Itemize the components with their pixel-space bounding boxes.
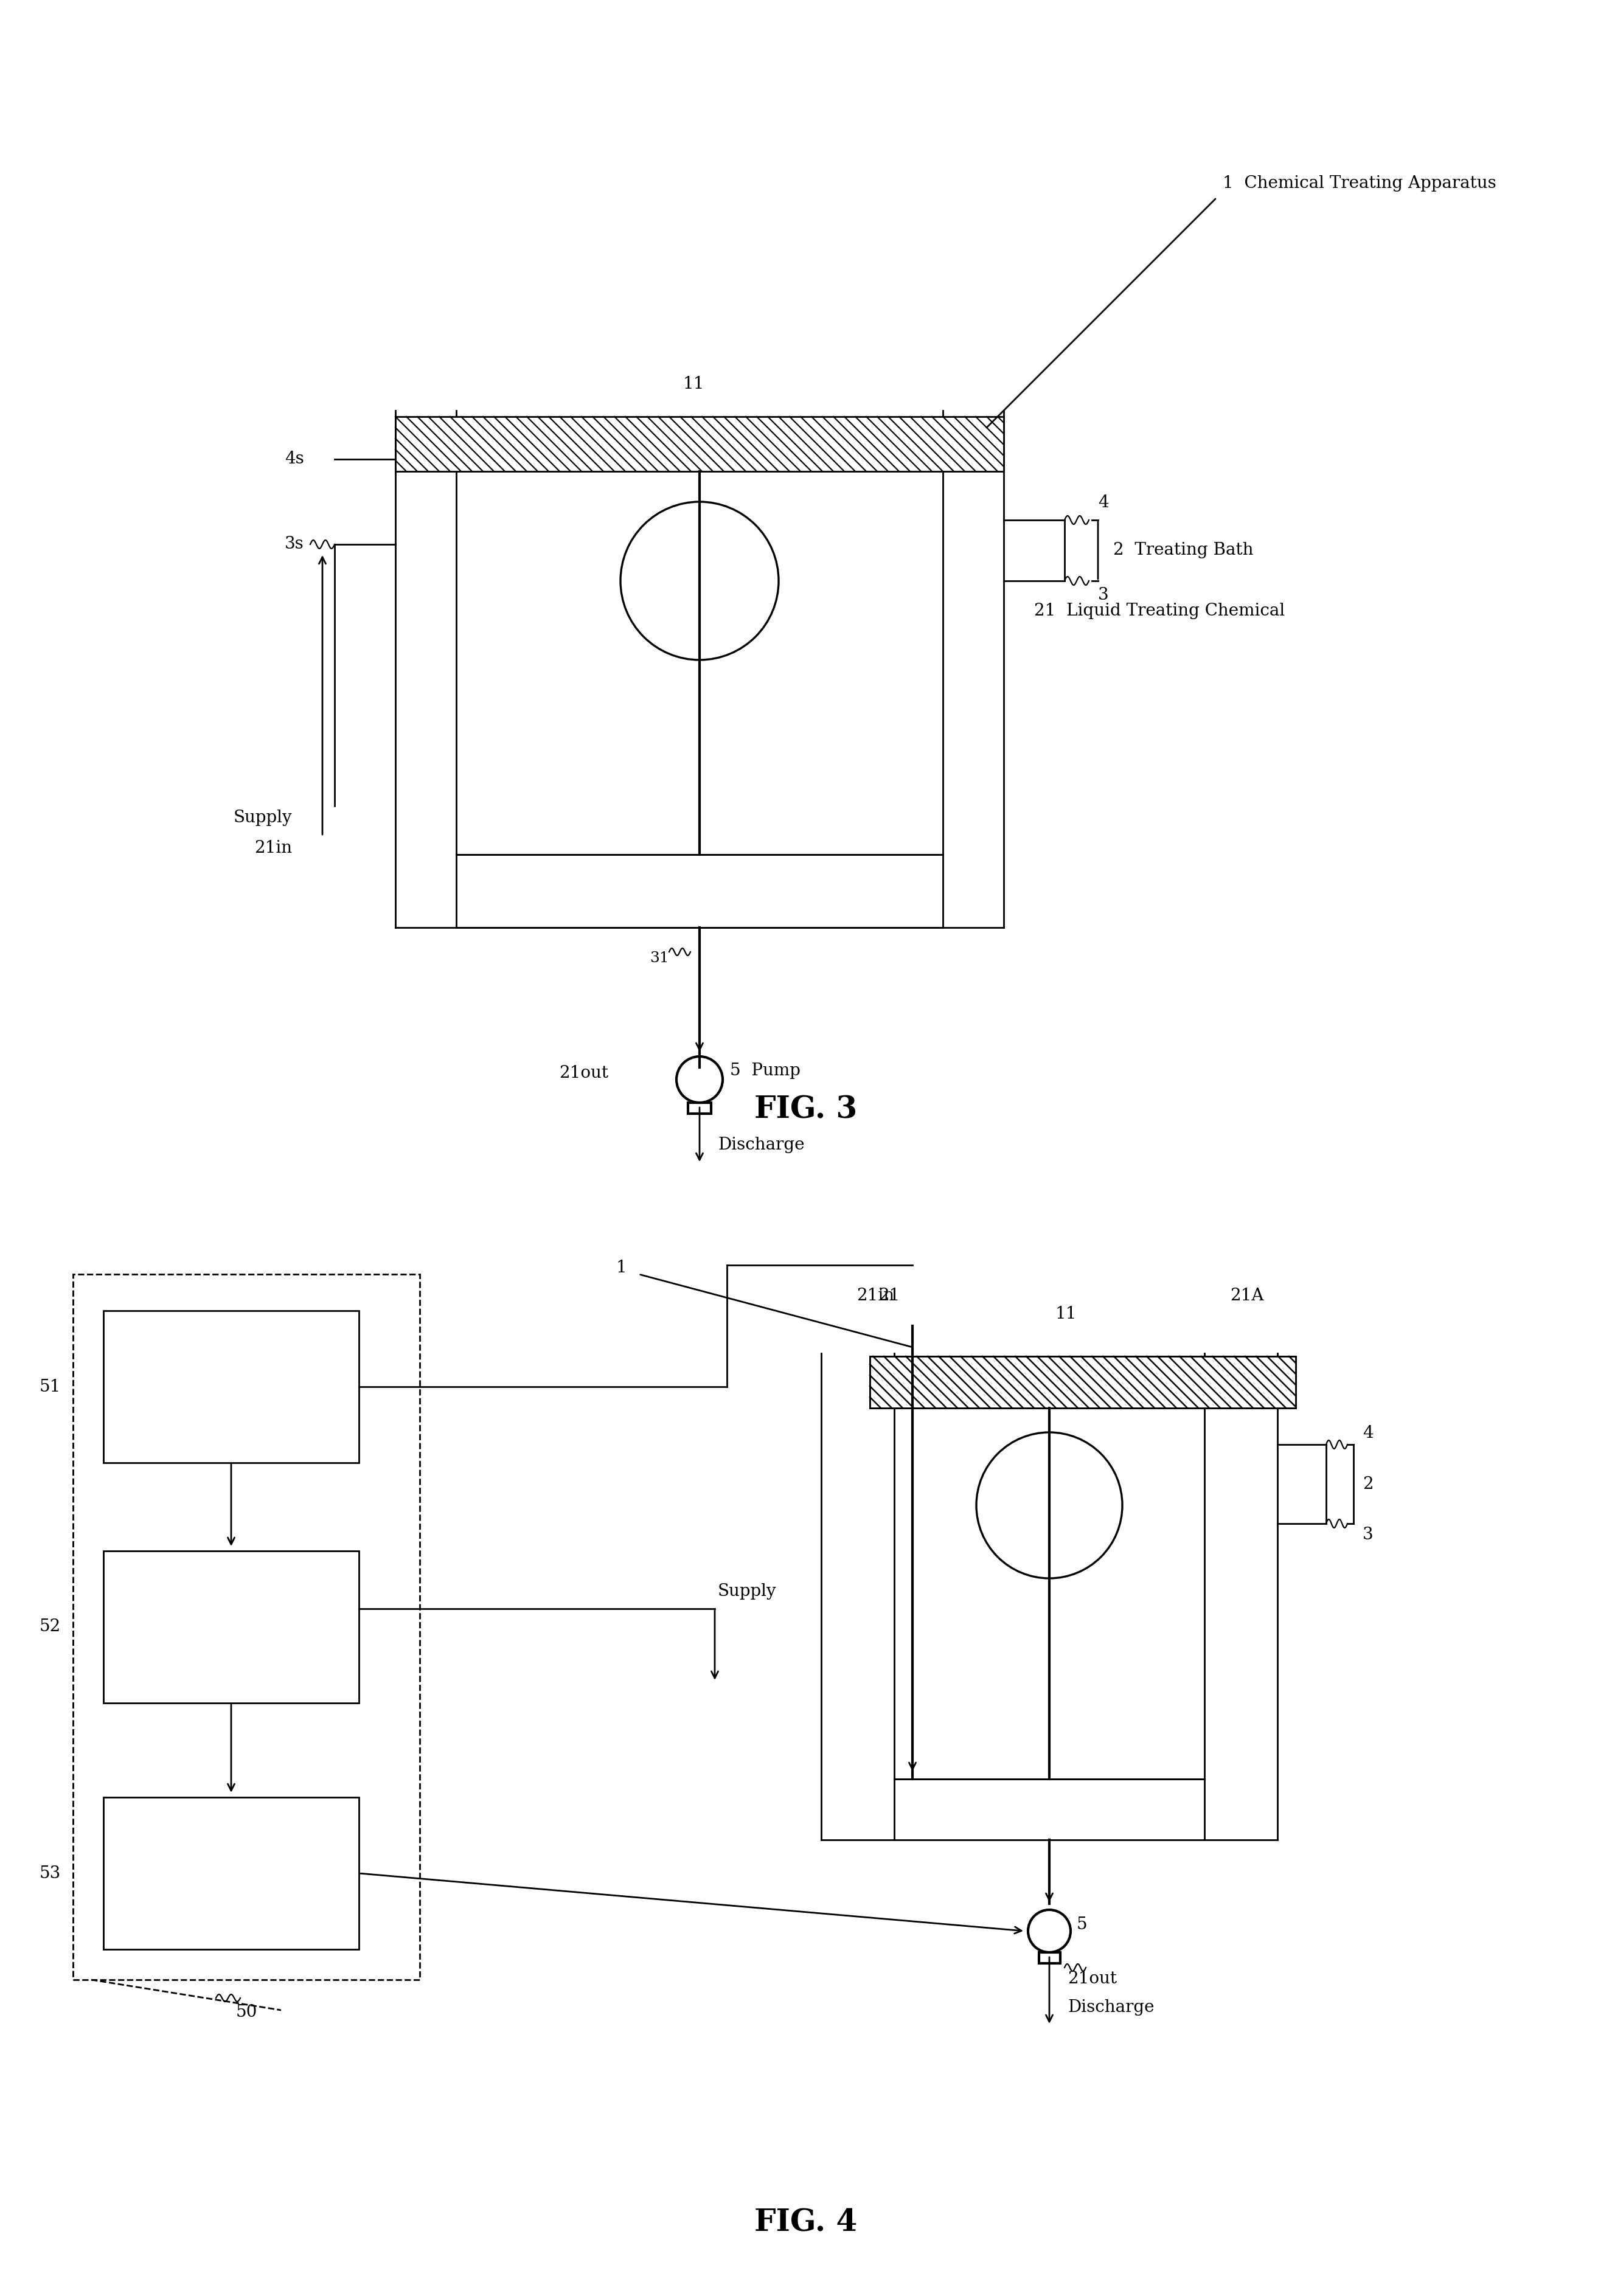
Text: 3s: 3s (285, 537, 305, 553)
Text: Supply: Supply (717, 1584, 777, 1600)
Text: 1  Chemical Treating Apparatus: 1 Chemical Treating Apparatus (1222, 174, 1496, 191)
Text: 11: 11 (682, 377, 704, 393)
Text: 21in: 21in (255, 840, 292, 856)
Text: 2: 2 (1362, 1476, 1373, 1492)
Text: 21  Liquid Treating Chemical: 21 Liquid Treating Chemical (1035, 604, 1285, 620)
Text: FIG. 3: FIG. 3 (754, 1095, 858, 1125)
Bar (688, 1102, 711, 1114)
Text: Discharge: Discharge (1067, 2000, 1154, 2016)
Bar (103, 1798, 359, 1949)
Text: 4s: 4s (285, 450, 305, 468)
Text: 52: 52 (39, 1619, 61, 1635)
Text: 21out: 21out (559, 1065, 608, 1081)
Text: 3: 3 (1098, 588, 1109, 604)
Text: 31: 31 (650, 951, 669, 964)
Text: Supply: Supply (234, 810, 292, 827)
Text: FIG. 4: FIG. 4 (754, 2209, 858, 2239)
Bar (1038, 1952, 1061, 1963)
Text: 2  Treating Bath: 2 Treating Bath (1114, 542, 1254, 558)
Bar (103, 1550, 359, 1704)
Text: 21in: 21in (856, 1288, 895, 1304)
Text: 4: 4 (1362, 1426, 1373, 1442)
Text: 51: 51 (39, 1378, 61, 1396)
Polygon shape (395, 416, 1004, 471)
Text: 21A: 21A (1230, 1288, 1264, 1304)
Text: 5  Pump: 5 Pump (730, 1063, 801, 1079)
Text: 3: 3 (1362, 1527, 1373, 1543)
Text: 4: 4 (1098, 494, 1109, 512)
Text: 11: 11 (1056, 1306, 1077, 1322)
Text: 50: 50 (235, 2004, 258, 2020)
Text: 21: 21 (879, 1288, 899, 1304)
Polygon shape (870, 1357, 1296, 1407)
Bar (103, 1311, 359, 1463)
Text: 5: 5 (1077, 1917, 1088, 1933)
Bar (73, 1274, 419, 1979)
Text: Discharge: Discharge (717, 1137, 804, 1153)
Text: 1: 1 (616, 1261, 627, 1277)
Text: 53: 53 (39, 1864, 61, 1880)
Polygon shape (870, 1357, 1296, 1407)
Text: 21out: 21out (1067, 1970, 1117, 1986)
